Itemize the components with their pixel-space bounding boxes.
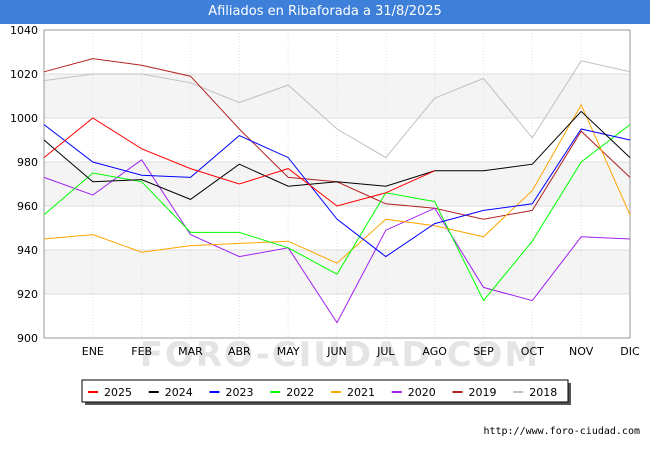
source-link[interactable]: http://www.foro-ciudad.com (483, 426, 640, 437)
legend-label-2020: 2020 (408, 386, 436, 399)
legend-label-2019: 2019 (469, 386, 497, 399)
legend-box (81, 379, 569, 403)
grid-lines (43, 29, 631, 339)
legend-label-2022: 2022 (286, 386, 314, 399)
legend: 2025 2024 2023 2022 2021 2020 2019 2018 (81, 379, 571, 405)
series-line-2023 (43, 124, 631, 258)
x-tick-label: JUL (376, 345, 395, 358)
legend-label-2025: 2025 (104, 386, 132, 399)
y-tick-label: 1000 (10, 112, 38, 125)
series-group (43, 58, 631, 324)
x-tick-label: FEB (131, 345, 152, 358)
legend-label-2023: 2023 (226, 386, 254, 399)
series-line-2020 (43, 159, 631, 324)
x-tick-label: SEP (473, 345, 494, 358)
series-line-2025 (43, 117, 435, 207)
y-tick-label: 940 (17, 244, 38, 257)
x-tick-label: MAY (277, 345, 300, 358)
watermark: FORO-CIUDAD.COM (140, 335, 541, 375)
series-line-2024 (43, 110, 631, 200)
y-tick-label: 1040 (10, 24, 38, 37)
plot-frame (43, 29, 631, 339)
background-band (44, 250, 630, 294)
y-tick-label: 960 (17, 200, 38, 213)
x-axis: ENE FEB MAR ABR MAY JUN JUL AGO SEP OCT NOV DIC (82, 345, 640, 358)
series-line-2022 (43, 124, 631, 302)
background-band (44, 118, 630, 162)
y-tick-label: 900 (17, 332, 38, 345)
x-tick-label: ENE (82, 345, 104, 358)
x-tick-label: AGO (422, 345, 447, 358)
legend-label-2018: 2018 (529, 386, 557, 399)
y-tick-label: 1020 (10, 68, 38, 81)
legend-label-2024: 2024 (165, 386, 193, 399)
series-line-2021 (43, 103, 631, 264)
x-tick-label: OCT (521, 345, 544, 358)
chart-title: Afiliados en Ribaforada a 31/8/2025 (0, 0, 650, 24)
x-tick-label: DIC (620, 345, 640, 358)
series-line-2018 (43, 60, 631, 159)
x-tick-label: NOV (569, 345, 594, 358)
y-axis: 900 920 940 960 980 1000 1020 1040 (10, 24, 38, 345)
y-tick-label: 980 (17, 156, 38, 169)
legend-label-2021: 2021 (347, 386, 375, 399)
x-tick-label: JUN (326, 345, 347, 358)
y-tick-label: 920 (17, 288, 38, 301)
x-tick-label: MAR (178, 345, 203, 358)
x-tick-label: ABR (228, 345, 251, 358)
